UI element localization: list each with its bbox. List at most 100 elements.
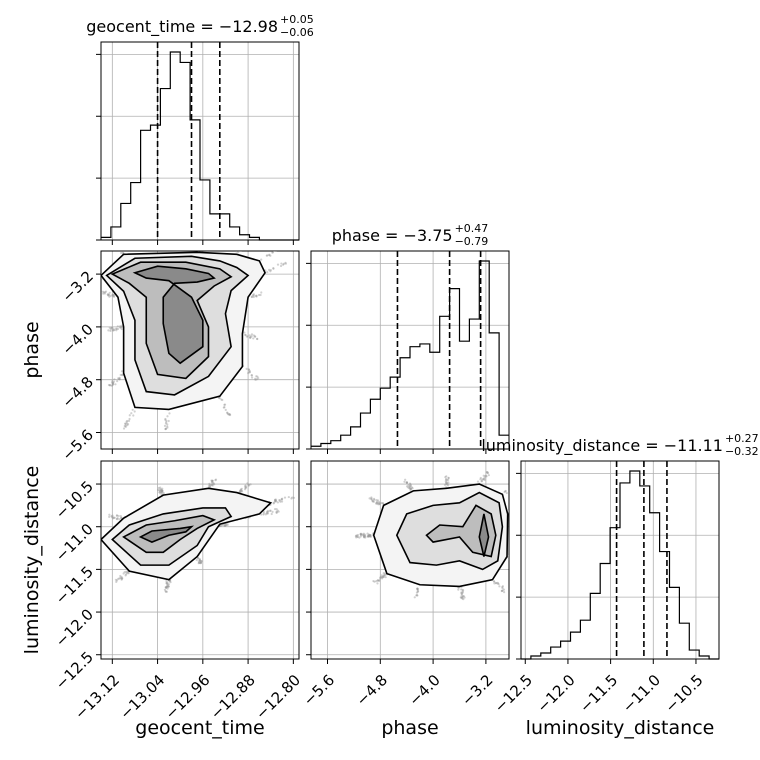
sample-point: [359, 535, 362, 538]
sample-point: [359, 533, 362, 536]
sample-point: [120, 324, 123, 327]
sample-point: [166, 583, 169, 586]
sample-point: [116, 325, 119, 328]
sample-point: [368, 534, 371, 537]
panel-title: luminosity_distance = −11.11 +0.27−0.32: [481, 432, 758, 458]
sample-point: [355, 534, 358, 537]
sample-point: [244, 484, 247, 487]
sample-point: [107, 329, 110, 332]
sample-point: [220, 398, 223, 401]
sample-point: [244, 333, 247, 336]
sample-point: [411, 487, 414, 490]
sample-point: [266, 254, 269, 257]
sample-point: [115, 579, 119, 582]
density-fill: [134, 266, 215, 364]
sample-point: [356, 535, 359, 539]
sample-point: [379, 577, 382, 580]
sample-point: [266, 509, 269, 512]
sample-point: [165, 590, 168, 593]
sample-point: [167, 585, 170, 588]
sample-point: [462, 595, 465, 598]
sample-point: [164, 590, 168, 593]
sample-point: [481, 478, 484, 481]
contour-level-2: [122, 514, 217, 554]
sample-point: [101, 290, 105, 293]
sample-point: [98, 537, 100, 539]
sample-point: [198, 248, 200, 250]
sample-point: [210, 479, 214, 482]
sample-point: [459, 596, 462, 599]
sample-point: [114, 578, 118, 581]
sample-point: [359, 533, 362, 536]
sample-point: [512, 511, 514, 513]
sample-point: [280, 262, 283, 265]
sample-point: [93, 270, 95, 272]
sample-point: [120, 370, 124, 373]
x-tick-label: −12.80: [252, 671, 304, 723]
sample-point: [384, 576, 387, 579]
sample-point: [244, 485, 247, 488]
sample-point: [124, 425, 127, 429]
sample-point: [447, 484, 450, 487]
sample-point: [165, 581, 168, 585]
sample-point: [360, 533, 363, 537]
sample-point: [117, 248, 119, 250]
sample-point: [443, 483, 447, 487]
sample-point: [384, 574, 387, 577]
sample-point: [244, 486, 247, 490]
sample-point: [112, 329, 115, 332]
sample-point: [111, 293, 114, 297]
sample-point: [242, 243, 244, 245]
sample-point: [166, 415, 169, 418]
sample-point: [280, 500, 284, 503]
sample-point: [363, 535, 366, 539]
sample-point: [377, 503, 380, 506]
sample-point: [463, 596, 466, 599]
density-fill: [426, 505, 496, 557]
histogram-step: [101, 51, 299, 241]
sample-point: [368, 534, 372, 537]
sample-point: [361, 533, 364, 536]
sample-point: [158, 489, 161, 492]
sample-point: [98, 540, 100, 542]
sample-point: [277, 246, 279, 248]
sample-point: [128, 417, 131, 421]
sample-point: [363, 535, 366, 538]
sample-point: [250, 333, 254, 336]
sample-point: [112, 327, 115, 331]
sample-point: [487, 474, 490, 477]
histogram-step: [311, 260, 509, 447]
sample-point: [199, 559, 202, 562]
sample-point: [123, 570, 126, 574]
sample-point: [198, 558, 201, 561]
sample-point: [277, 510, 280, 513]
sample-point: [165, 421, 168, 424]
sample-point: [513, 483, 515, 485]
sample-point: [376, 499, 380, 502]
sample-point: [514, 512, 516, 514]
sample-point: [98, 539, 100, 541]
sample-point: [380, 574, 383, 577]
sample-point: [197, 560, 200, 563]
sample-point: [200, 243, 202, 245]
sample-point: [368, 535, 372, 538]
sample-point: [128, 414, 131, 417]
sample-point: [461, 597, 464, 600]
sample-point: [378, 502, 381, 505]
sample-point: [251, 294, 254, 297]
sample-point: [116, 379, 119, 383]
sample-point: [120, 575, 123, 579]
sample-point: [166, 582, 169, 586]
panel-frame: [310, 460, 510, 660]
sample-point: [126, 424, 129, 427]
sample-point: [277, 246, 279, 248]
sample-point: [213, 483, 216, 486]
sample-point: [416, 587, 419, 590]
sample-point: [198, 561, 201, 564]
sample-point: [164, 427, 167, 430]
x-tick-label: −4.0: [405, 671, 443, 709]
sample-point: [104, 290, 108, 293]
sample-point: [159, 490, 163, 494]
sample-point: [156, 488, 160, 492]
sample-point: [277, 248, 279, 250]
